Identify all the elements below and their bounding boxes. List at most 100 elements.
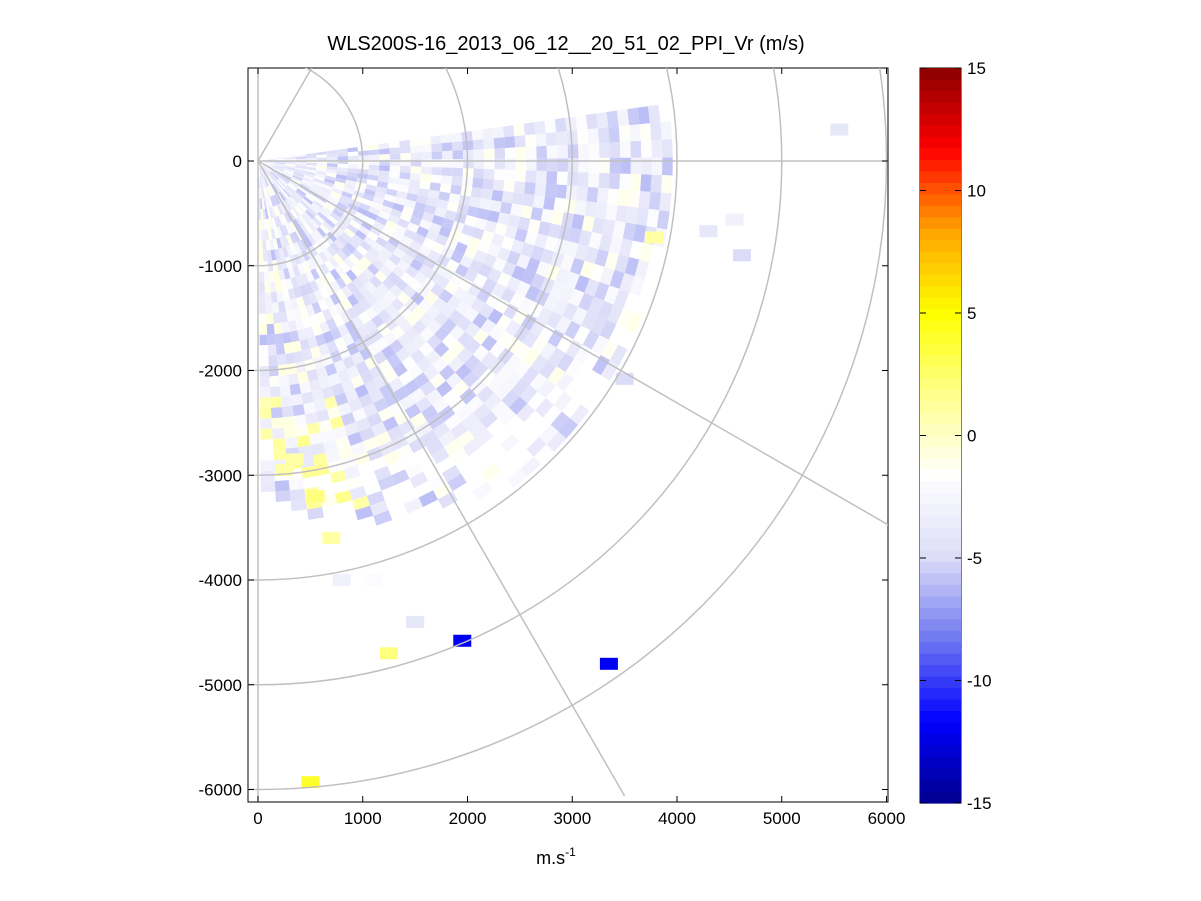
scan-cell: [619, 141, 631, 158]
scan-cell: [430, 174, 442, 184]
scan-cell: [266, 323, 275, 335]
scan-cell: [500, 287, 516, 304]
scan-cell: [286, 185, 296, 194]
scan-cell: [410, 349, 426, 365]
scan-cell: [264, 162, 275, 165]
scan-cell: [282, 289, 290, 302]
scan-cell: [264, 187, 269, 198]
scan-cell: [271, 217, 277, 229]
scan-cell: [381, 345, 396, 360]
colorbar-swatch: [920, 217, 961, 230]
scan-cell: [340, 455, 358, 470]
scan-cell: [352, 289, 366, 303]
scan-cell: [366, 412, 383, 428]
scan-cell: [410, 412, 427, 429]
scan-cell: [425, 349, 441, 365]
scan-cell: [355, 181, 367, 189]
scan-cell: [366, 446, 384, 462]
x-tick-label: 6000: [868, 809, 906, 828]
scan-cell: [404, 298, 419, 313]
scan-cell: [308, 379, 322, 392]
scan-cell: [285, 310, 295, 322]
scan-cell: [399, 146, 411, 154]
scan-cell: [409, 387, 426, 404]
scan-cell: [401, 355, 417, 371]
scan-cell: [535, 170, 547, 184]
scan-cell: [267, 334, 276, 346]
scan-cell: [513, 123, 525, 137]
scan-cell: [474, 428, 494, 447]
scan-cell: [297, 371, 309, 384]
scan-cell: [492, 126, 505, 139]
scan-cell: [274, 280, 283, 292]
scan-cell: [260, 418, 272, 430]
scan-cell: [416, 226, 429, 238]
scan-cell: [270, 291, 278, 303]
scan-cell: [401, 253, 415, 266]
scan-cell: [357, 168, 369, 175]
scan-cell: [282, 171, 293, 177]
scan-cell: [279, 177, 289, 185]
scan-cell: [539, 342, 557, 361]
scan-cell: [341, 285, 353, 298]
scan-cell: [293, 219, 302, 230]
scan-cell: [329, 228, 341, 239]
scan-cell: [264, 229, 270, 241]
scan-cell: [266, 218, 271, 230]
scan-cell: [262, 165, 270, 174]
colorbar-swatch: [920, 584, 961, 597]
scan-cell: [471, 361, 489, 379]
scan-cell: [383, 450, 401, 466]
scan-cell: [274, 480, 290, 492]
scan-cell: [330, 242, 341, 254]
scan-cell: [520, 205, 533, 219]
scan-cell: [269, 386, 281, 398]
scan-cell: [650, 122, 662, 141]
scan-cell: [616, 109, 630, 127]
scan-cell: [371, 314, 385, 329]
y-tick-label: -5000: [199, 676, 242, 695]
scan-cell: [629, 276, 645, 296]
scan-cell: [385, 188, 398, 197]
colorbar-swatch: [920, 665, 961, 678]
scan-cell: [364, 379, 379, 394]
scan-cell: [448, 229, 462, 242]
scan-cell: [260, 470, 275, 482]
colorbar-swatch: [920, 79, 961, 92]
scan-cell: [399, 212, 412, 223]
scan-cell: [334, 392, 349, 407]
scan-cell: [418, 244, 432, 257]
scan-cell: [420, 166, 432, 175]
scan-cell: [633, 224, 647, 243]
scan-cell: [627, 107, 640, 126]
scan-cell: [425, 230, 439, 242]
scan-cell: [289, 488, 306, 501]
scan-cell: [260, 166, 265, 177]
scan-cell: [326, 149, 338, 155]
colorbar-swatch: [920, 607, 961, 620]
scan-cell: [285, 223, 293, 235]
scan-cell: [442, 150, 453, 160]
scan-cell: [358, 285, 371, 298]
scan-cell: [441, 175, 453, 185]
scan-cell: [290, 499, 307, 512]
scan-cell: [463, 307, 479, 323]
scan-cell: [258, 167, 261, 178]
scan-cell: [273, 216, 280, 228]
scan-cell: [661, 175, 673, 194]
scan-cell: [608, 236, 623, 255]
radial-line: [257, 160, 888, 526]
scan-cell: [298, 306, 309, 319]
colorbar-swatch: [920, 630, 961, 643]
scan-cell: [316, 154, 327, 158]
scan-cell: [345, 206, 357, 216]
scan-cell: [629, 240, 644, 260]
scan-cell: [292, 193, 302, 203]
scan-cell: [410, 152, 422, 160]
scan-cell: [365, 184, 377, 192]
colorbar-swatch: [920, 148, 961, 161]
scan-cell: [379, 264, 393, 278]
scan-cell: [441, 142, 453, 152]
scan-cell: [431, 143, 443, 152]
scan-cell: [318, 343, 330, 357]
